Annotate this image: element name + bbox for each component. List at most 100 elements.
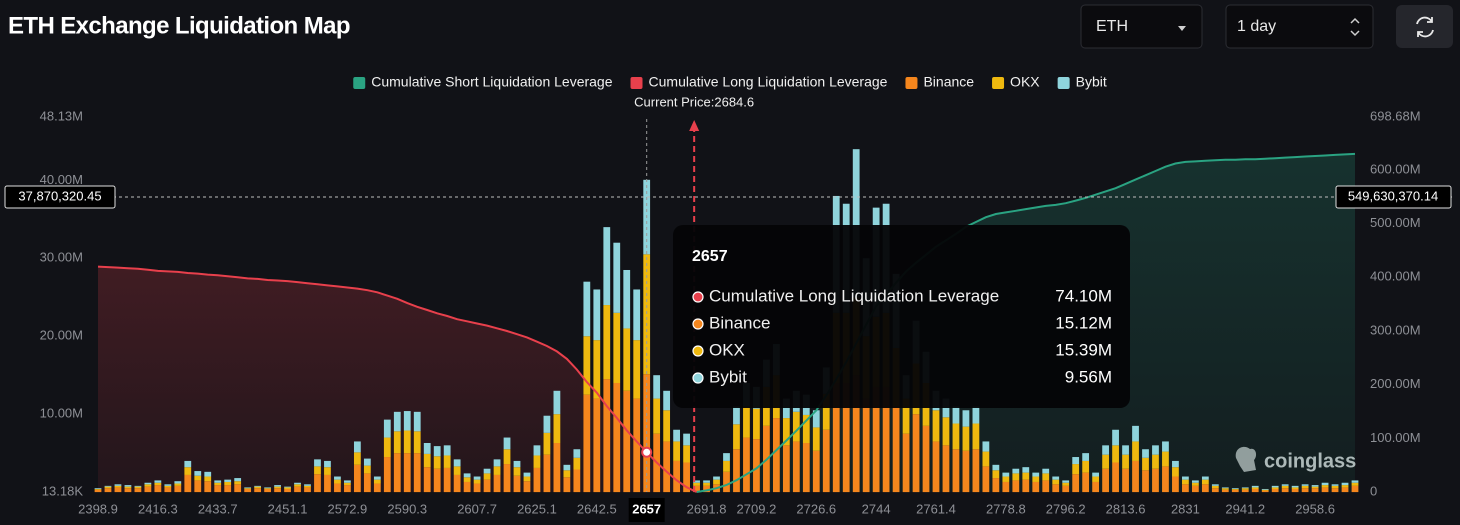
bar: [753, 439, 760, 493]
bar: [802, 443, 810, 493]
refresh-icon[interactable]: [1416, 16, 1434, 38]
bar: [383, 419, 391, 438]
bar: [274, 485, 281, 487]
bar: [1191, 485, 1199, 493]
y-tick-label: 48.13M: [40, 108, 83, 123]
bar: [1022, 479, 1030, 493]
chart-title: ETH Exchange Liquidation Map: [8, 12, 350, 39]
bar: [1261, 489, 1269, 491]
bar: [334, 479, 341, 484]
stepper[interactable]: [1350, 17, 1360, 37]
bar: [573, 469, 581, 493]
x-tick-label: 2831: [1171, 501, 1200, 516]
bar: [134, 485, 142, 487]
bar: [992, 478, 1000, 493]
legend-swatch: [630, 77, 643, 89]
bar: [443, 467, 451, 493]
bar: [613, 382, 621, 493]
refresh-button[interactable]: [1396, 5, 1453, 48]
bar: [234, 484, 242, 493]
bar: [782, 445, 790, 493]
bar: [224, 479, 232, 482]
bar: [1122, 468, 1129, 493]
bar: [134, 488, 142, 493]
bar: [204, 471, 212, 477]
x-tick-label: 2625.1: [517, 501, 557, 516]
y-tick-label: 600.00M: [1370, 161, 1421, 176]
bar: [254, 486, 262, 489]
select-box[interactable]: [1225, 4, 1374, 49]
select-text[interactable]: ETH: [1096, 18, 1128, 35]
bar: [892, 406, 900, 493]
bar: [1012, 473, 1020, 481]
bar: [982, 441, 990, 452]
bar: [453, 466, 461, 475]
bar: [822, 429, 830, 493]
bar: [294, 486, 301, 493]
bar: [723, 453, 730, 461]
bar: [314, 459, 321, 467]
bar: [254, 488, 262, 493]
bar: [543, 415, 551, 433]
bar: [184, 467, 192, 475]
bar: [523, 472, 531, 477]
bar: [314, 466, 321, 475]
bar: [653, 398, 661, 434]
tooltip-marker: [692, 318, 704, 330]
bar: [982, 451, 990, 467]
bar: [563, 470, 571, 478]
bar: [952, 449, 960, 493]
select-box[interactable]: [1080, 4, 1203, 49]
bar: [623, 328, 631, 391]
x-tick-label: 2433.7: [198, 501, 238, 516]
bar: [1241, 487, 1249, 489]
bar: [1102, 454, 1109, 469]
y-tick-label: 40.00M: [40, 172, 83, 187]
bar: [693, 480, 700, 483]
bar: [1002, 472, 1010, 477]
bar: [94, 488, 102, 489]
bar: [703, 482, 710, 486]
caret[interactable]: [1178, 26, 1186, 31]
current-price-label: Current Price:2684.6: [634, 94, 754, 109]
x-tick-label: 2744: [862, 501, 891, 516]
bar: [1321, 485, 1329, 488]
hover-point: [641, 446, 653, 458]
tooltip-name: Cumulative Long Liquidation Leverage: [709, 286, 999, 305]
bar: [543, 454, 551, 493]
bar: [244, 487, 252, 489]
bar: [1341, 487, 1349, 493]
bar: [1211, 488, 1219, 493]
bar: [862, 398, 870, 493]
bar: [483, 473, 491, 480]
bar: [453, 474, 461, 493]
bar: [463, 481, 471, 493]
bar: [264, 488, 271, 493]
bar: [1162, 451, 1169, 467]
bar: [1122, 454, 1129, 469]
bar: [962, 426, 970, 451]
bar: [1291, 485, 1299, 488]
bar: [473, 479, 481, 484]
tooltip-value: 15.12M: [1055, 313, 1112, 332]
button-box[interactable]: [1396, 5, 1453, 48]
bar: [413, 411, 421, 432]
select-text[interactable]: 1 day: [1237, 18, 1276, 35]
bar: [1182, 479, 1189, 485]
symbol-select[interactable]: ETH: [1080, 4, 1203, 49]
bar: [1321, 482, 1329, 486]
bar: [1341, 485, 1349, 488]
bar: [782, 398, 790, 419]
bar: [852, 375, 860, 493]
bar: [1201, 479, 1209, 485]
bar: [154, 485, 162, 493]
period-select[interactable]: 1 day: [1225, 4, 1374, 49]
bar: [812, 427, 820, 451]
bar: [603, 379, 611, 493]
bar: [583, 336, 591, 395]
bar: [1022, 472, 1030, 480]
bar: [1022, 467, 1030, 473]
bar: [194, 480, 202, 493]
bar: [932, 441, 940, 493]
y-tick-label: 500.00M: [1370, 215, 1421, 230]
